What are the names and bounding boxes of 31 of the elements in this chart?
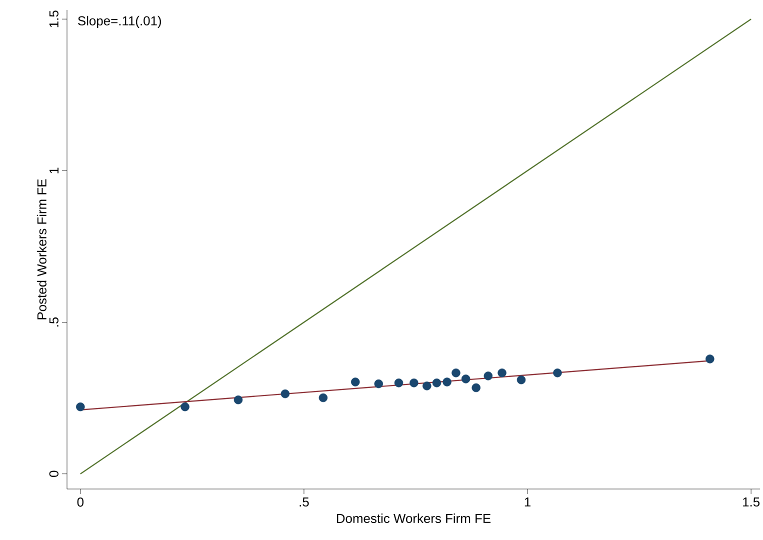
x-axis-title: Domestic Workers Firm FE [336, 514, 491, 524]
point [461, 374, 470, 384]
point [394, 378, 404, 388]
point [516, 375, 526, 384]
x-tick-label: 0 [77, 498, 84, 507]
point [553, 368, 562, 378]
y-tick-label: 0 [49, 470, 58, 477]
y-tick-label: .5 [49, 317, 58, 326]
point [452, 368, 460, 378]
point [472, 383, 480, 392]
point [432, 378, 442, 388]
point [706, 354, 714, 364]
point [484, 372, 493, 380]
x-tick-label: 1.5 [743, 498, 760, 507]
y-tick-label: 1 [50, 168, 58, 174]
x-tick-label: .5 [300, 498, 309, 507]
point [422, 382, 432, 390]
point [76, 402, 85, 412]
point [318, 393, 328, 402]
point [442, 378, 452, 386]
annotation: Slope=.11(.01) [78, 16, 161, 28]
y-axis-title: Posted Workers Firm FE [36, 179, 46, 320]
point [350, 378, 360, 386]
point [410, 378, 418, 388]
point [498, 368, 506, 378]
point [180, 402, 190, 412]
point [280, 389, 290, 398]
y-tick-label: 1.5 [49, 10, 58, 28]
x-tick-label: 1 [524, 498, 530, 506]
point [234, 395, 243, 404]
point [374, 379, 384, 388]
